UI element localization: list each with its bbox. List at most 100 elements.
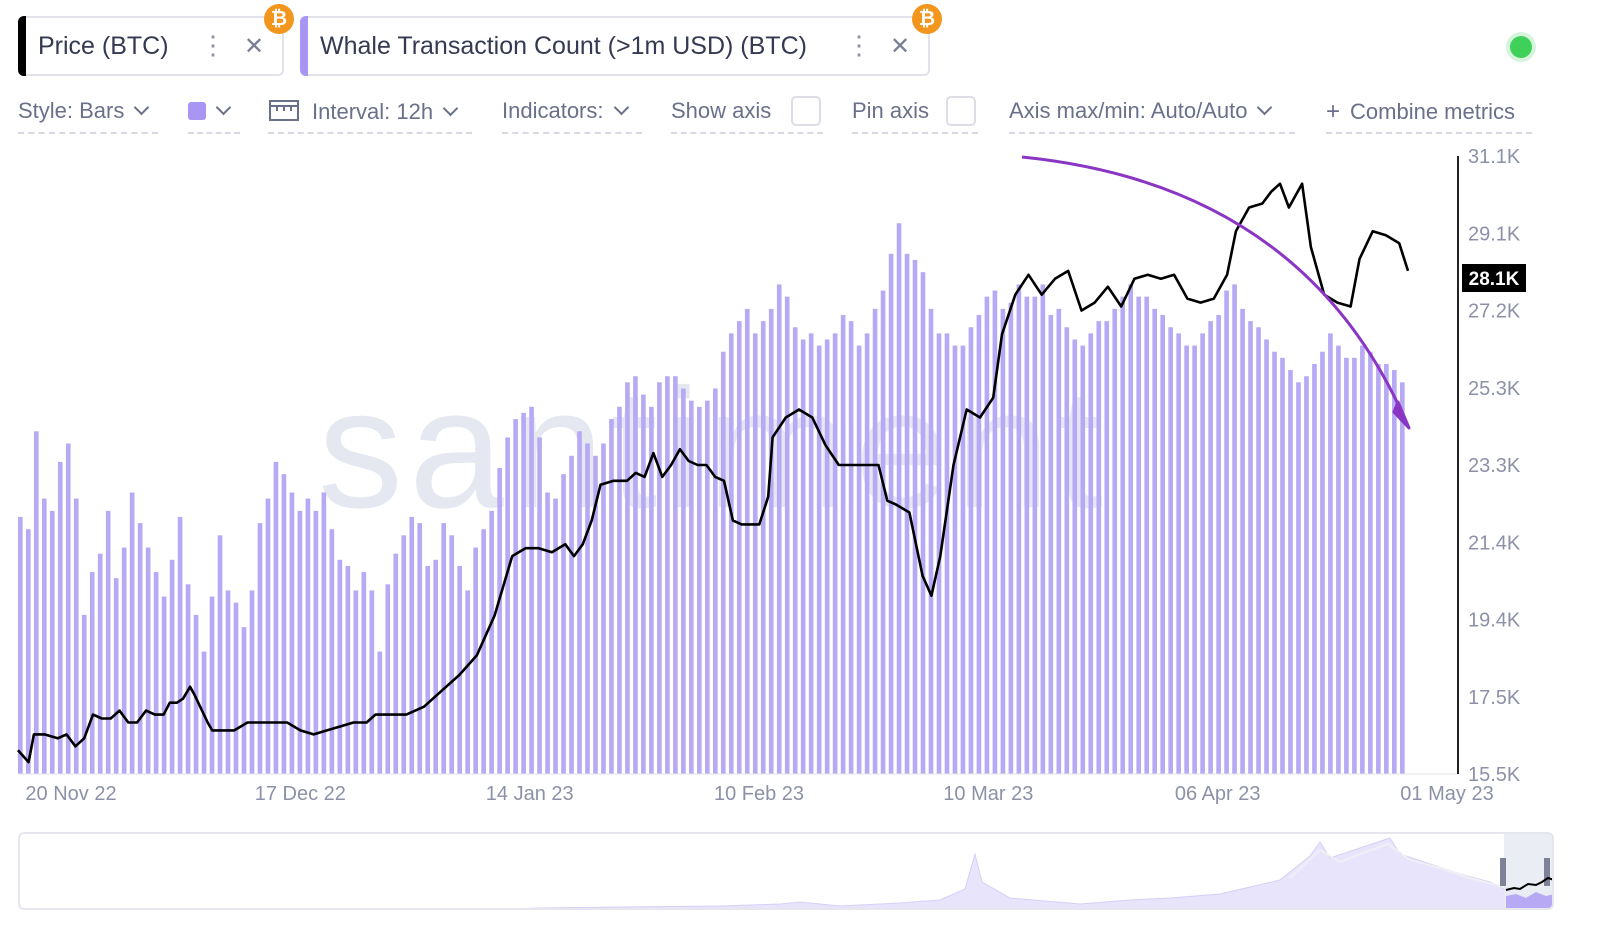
whale-bar xyxy=(641,394,646,774)
x-tick-label: 17 Dec 22 xyxy=(255,783,346,805)
price-color-bar xyxy=(18,16,26,76)
whale-bar xyxy=(73,498,79,774)
navigator-price xyxy=(1289,842,1521,893)
whale-bar xyxy=(497,468,502,774)
whale-color-bar xyxy=(300,16,308,76)
whale-bar xyxy=(864,333,870,774)
whale-bar xyxy=(417,523,423,774)
arrowhead-icon xyxy=(1392,400,1411,430)
whale-bar xyxy=(1040,284,1046,774)
whale-bar xyxy=(281,474,287,774)
whale-bar xyxy=(161,596,167,774)
whale-bar xyxy=(457,565,462,774)
whale-bar xyxy=(393,553,399,774)
whale-tab-menu-icon[interactable]: ⋮ xyxy=(846,30,872,60)
whale-bar xyxy=(153,572,159,774)
price-tab-close-icon[interactable]: ✕ xyxy=(244,33,265,60)
whale-bar xyxy=(289,492,295,774)
navigator-left-handle[interactable] xyxy=(1500,858,1506,886)
whale-tab-label: Whale Transaction Count (>1m USD) (BTC) xyxy=(320,31,807,60)
whale-bar xyxy=(257,523,263,774)
pin-axis-toggle[interactable]: Pin axis xyxy=(852,96,978,134)
whale-bar xyxy=(1320,351,1325,774)
whale-bar xyxy=(97,553,103,774)
whale-bar xyxy=(1360,345,1365,774)
whale-bar xyxy=(585,443,590,774)
chart-area[interactable]: santiment 31.1K29.1K27.2K25.3K23.3K21.4K… xyxy=(0,140,1612,820)
chevron-down-icon xyxy=(613,99,629,116)
whale-bar xyxy=(1328,333,1333,774)
whale-bars xyxy=(18,223,1405,775)
whale-bar xyxy=(1256,327,1261,774)
axis-maxmin-label: Axis max/min: Auto/Auto xyxy=(1009,98,1248,123)
whale-bar xyxy=(1280,357,1285,774)
navigator-right-handle[interactable] xyxy=(1544,858,1550,886)
navigator-selected-price xyxy=(1505,876,1552,891)
whale-tab-close-icon[interactable]: ✕ xyxy=(890,33,911,60)
y-tick-label: 19.4K xyxy=(1468,610,1521,632)
chevron-down-icon xyxy=(215,99,232,116)
whale-bar xyxy=(633,376,638,774)
navigator-mini-chart xyxy=(524,834,1552,908)
whale-bar xyxy=(345,565,351,774)
whale-bar xyxy=(513,419,518,774)
whale-bar xyxy=(1240,308,1245,774)
chevron-down-icon xyxy=(1257,99,1273,116)
live-status-icon xyxy=(1510,36,1532,58)
whale-bar xyxy=(1336,345,1341,774)
whale-bar xyxy=(1384,363,1389,774)
whale-bar xyxy=(433,559,439,774)
whale-bar xyxy=(992,290,998,774)
show-axis-checkbox[interactable] xyxy=(791,96,821,126)
whale-bar xyxy=(1008,302,1014,774)
whale-bar xyxy=(1056,308,1062,774)
whale-bar xyxy=(121,547,127,774)
whale-bar xyxy=(1168,327,1173,774)
whale-bar xyxy=(720,351,726,774)
show-axis-toggle[interactable]: Show axis xyxy=(671,96,823,134)
pin-axis-checkbox[interactable] xyxy=(946,96,976,126)
whale-bar xyxy=(193,614,199,774)
whale-bar xyxy=(313,510,319,774)
interval-dropdown[interactable]: Interval: 12h xyxy=(268,98,472,134)
whale-bar xyxy=(1096,321,1102,774)
whale-bar xyxy=(369,590,375,774)
whale-bar xyxy=(305,498,311,774)
whale-bar xyxy=(1288,370,1293,774)
color-swatch xyxy=(188,102,206,120)
whale-bar xyxy=(968,327,974,774)
whale-bar xyxy=(49,510,55,774)
whale-bar xyxy=(57,461,63,774)
whale-bar xyxy=(681,388,686,774)
x-tick-label: 10 Mar 23 xyxy=(943,783,1033,805)
y-tick-label: 17.5K xyxy=(1468,687,1521,709)
y-tick-label: 21.4K xyxy=(1468,532,1521,554)
axis-maxmin-dropdown[interactable]: Axis max/min: Auto/Auto xyxy=(1009,98,1295,134)
whale-bar xyxy=(1344,357,1349,774)
whale-bar xyxy=(1024,296,1030,774)
combine-metrics-button[interactable]: + Combine metrics xyxy=(1326,98,1532,134)
whale-bar xyxy=(353,590,359,774)
whale-bar xyxy=(449,535,455,774)
plus-icon: + xyxy=(1326,98,1341,125)
color-picker-dropdown[interactable] xyxy=(188,98,240,134)
whale-bar xyxy=(617,406,622,774)
whale-bar xyxy=(249,590,255,774)
whale-bar xyxy=(657,382,662,774)
indicators-dropdown[interactable]: Indicators: xyxy=(502,98,642,134)
whale-bar xyxy=(265,498,271,774)
price-tab-menu-icon[interactable]: ⋮ xyxy=(200,30,226,60)
range-navigator[interactable] xyxy=(18,832,1554,910)
y-tick-label: 27.2K xyxy=(1468,301,1521,323)
y-tick-label: 25.3K xyxy=(1468,378,1521,400)
whale-bar xyxy=(377,651,383,774)
whale-bar xyxy=(569,455,574,774)
style-label: Style: Bars xyxy=(18,98,125,123)
metric-tab-price[interactable]: Price (BTC) ⋮ ✕ xyxy=(18,16,284,76)
metric-tab-whale[interactable]: Whale Transaction Count (>1m USD) (BTC) … xyxy=(300,16,930,76)
whale-bar xyxy=(952,345,958,774)
y-tick-label: 15.5K xyxy=(1468,764,1521,786)
style-dropdown[interactable]: Style: Bars xyxy=(18,98,158,134)
whale-bar xyxy=(1272,351,1277,774)
whale-bar xyxy=(816,345,822,774)
